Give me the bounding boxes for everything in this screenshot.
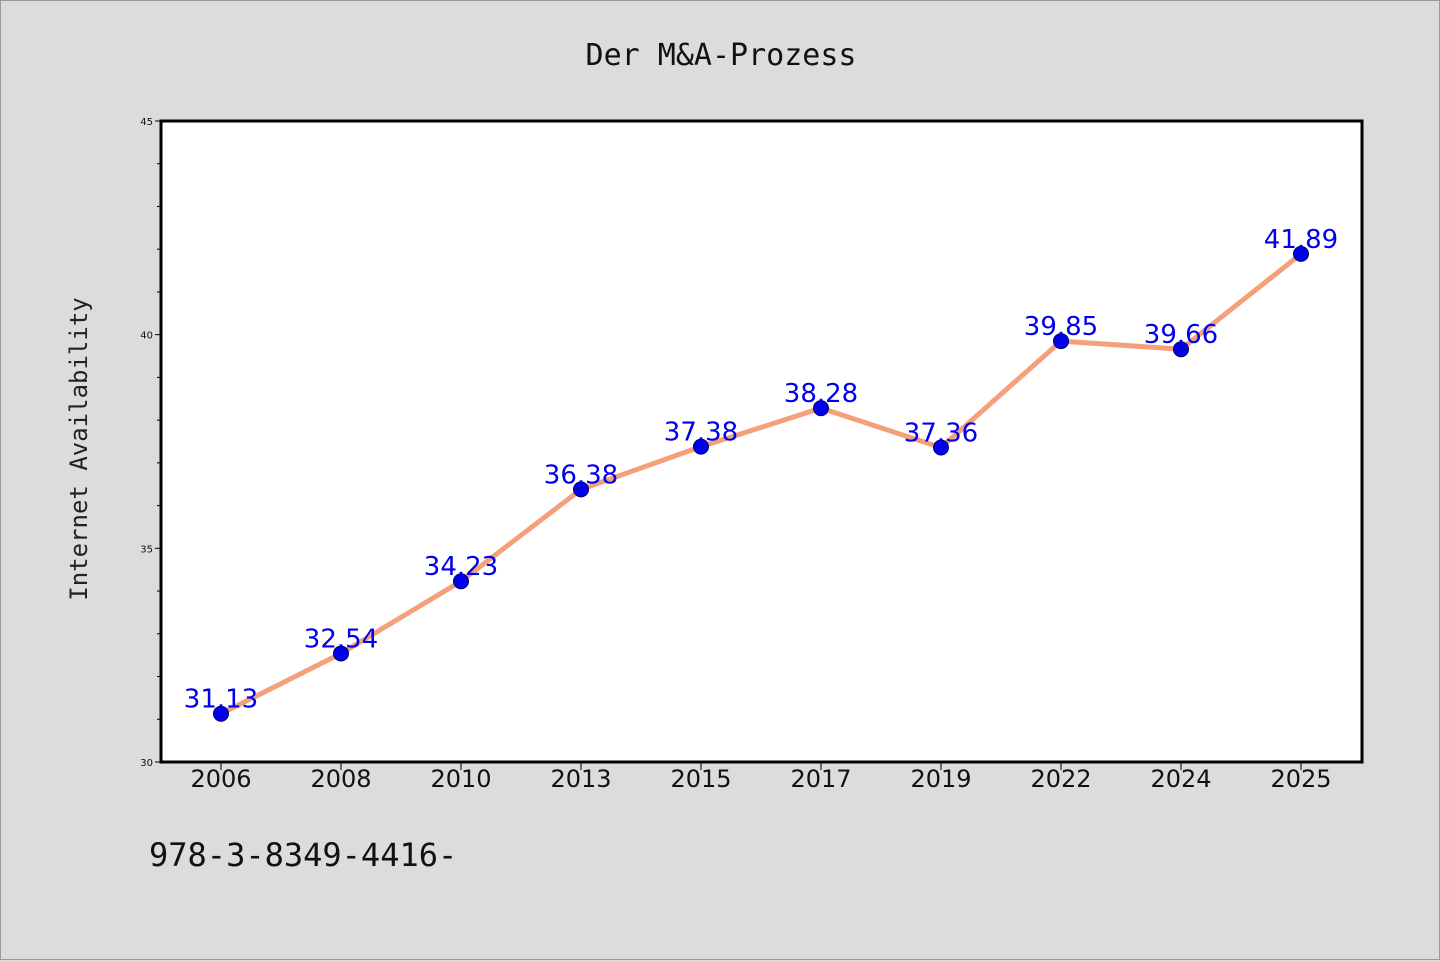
data-label: 36.38 (544, 460, 618, 490)
y-axis-label: Internet Availability (65, 297, 93, 600)
plot-area (159, 119, 1364, 764)
x-tick-label: 2006 (190, 765, 251, 793)
series-line (218, 251, 1304, 717)
data-label: 41.89 (1264, 225, 1338, 255)
data-point (333, 645, 349, 662)
series-group (213, 245, 1309, 722)
footnote: 978-3-8349-4416- (149, 836, 457, 874)
data-label: 31.13 (184, 685, 258, 715)
x-tick-label: 2024 (1150, 765, 1211, 793)
y-axis: 30 35 40 45 (140, 117, 161, 769)
data-label: 37.36 (904, 418, 978, 448)
data-point (213, 705, 229, 722)
y-tick-label: 30 (140, 758, 153, 769)
data-label: 38.28 (784, 379, 858, 409)
data-point (1293, 245, 1309, 262)
data-point (693, 438, 709, 455)
chart-title: Der M&A-Prozess (586, 38, 857, 73)
x-tick-label: 2008 (310, 765, 371, 793)
data-labels: 31.13 32.54 34.23 36.38 37.38 38.28 37.36 39.85… (184, 225, 1338, 715)
data-label: 34.23 (424, 552, 498, 582)
x-tick-label: 2010 (430, 765, 491, 793)
data-point (1053, 333, 1069, 350)
x-tick-label: 2025 (1270, 765, 1331, 793)
data-point (1173, 341, 1189, 358)
data-label: 37.38 (664, 418, 738, 448)
data-point (933, 439, 949, 456)
x-tick-label: 2017 (790, 765, 851, 793)
x-tick-label: 2013 (550, 765, 611, 793)
data-point (813, 400, 829, 417)
data-point (453, 573, 469, 590)
x-tick-label: 2019 (910, 765, 971, 793)
x-tick-label: 2015 (670, 765, 731, 793)
data-point (573, 481, 589, 498)
data-label: 39.66 (1144, 320, 1218, 350)
data-label: 39.85 (1024, 312, 1098, 342)
x-axis: 2006 2008 2010 2013 2015 2017 2019 2022 2024 2025 (190, 762, 1332, 793)
y-tick-label: 45 (140, 117, 153, 128)
data-label: 32.54 (304, 624, 378, 654)
y-tick-label: 35 (140, 544, 153, 555)
y-tick-label: 40 (140, 331, 153, 342)
x-tick-label: 2022 (1030, 765, 1091, 793)
